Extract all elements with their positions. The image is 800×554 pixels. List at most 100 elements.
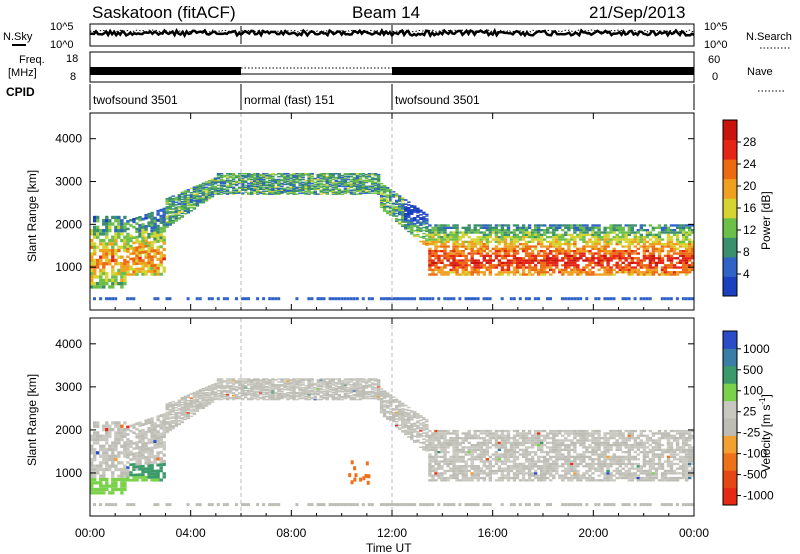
power-cell <box>316 179 320 182</box>
power-cell <box>310 173 314 175</box>
power-cell <box>337 175 341 178</box>
velocity-cell <box>241 380 245 382</box>
power-cell <box>606 238 610 241</box>
velocity-cell <box>352 391 357 393</box>
velocity-cell <box>295 392 299 395</box>
velocity-cell <box>135 478 139 482</box>
power-cell <box>325 186 329 189</box>
power-cell <box>159 236 163 240</box>
power-cell <box>624 224 628 227</box>
power-cell <box>195 205 200 207</box>
power-cell <box>537 271 541 274</box>
power-cell <box>253 183 257 186</box>
power-cell <box>552 238 556 241</box>
velocity-cell <box>99 474 103 478</box>
velocity-cell <box>334 393 338 396</box>
power-cell <box>651 250 656 253</box>
power-cell <box>150 223 154 227</box>
velocity-cell <box>213 391 218 393</box>
power-cell <box>518 226 523 229</box>
power-cell <box>585 257 589 260</box>
power-cell <box>434 247 438 250</box>
velocity-cell <box>316 381 320 383</box>
velocity-cell <box>295 394 299 397</box>
power-cell <box>162 247 166 251</box>
power-cell <box>180 216 184 218</box>
power-cell <box>198 202 203 204</box>
power-cell <box>189 204 194 207</box>
power-cell <box>340 193 345 195</box>
power-cell <box>675 271 680 274</box>
velocity-cell <box>156 424 160 428</box>
velocity-cell <box>159 426 163 430</box>
velocity-cell <box>102 484 106 488</box>
power-cell <box>612 297 616 301</box>
velocity-cell <box>355 503 359 507</box>
power-colorbar-label: Power [dB] <box>759 191 773 250</box>
power-cell <box>624 236 628 239</box>
velocity-cell <box>337 390 341 392</box>
power-cell <box>446 259 450 262</box>
power-cell <box>162 235 166 239</box>
velocity-cell <box>150 431 154 435</box>
velocity-cell <box>93 487 97 492</box>
power-cell <box>606 252 610 255</box>
velocity-cell <box>268 389 272 391</box>
velocity-cell <box>90 461 94 465</box>
power-cell <box>301 173 305 175</box>
power-cell <box>331 178 335 181</box>
power-cell <box>241 183 245 186</box>
velocity-cell <box>93 467 97 472</box>
power-cell <box>606 273 610 276</box>
power-cell <box>440 231 444 234</box>
velocity-cell <box>150 426 154 429</box>
power-cell <box>156 257 160 261</box>
velocity-cell <box>280 388 284 390</box>
power-cell <box>216 184 221 187</box>
power-cell <box>573 224 577 227</box>
velocity-cell <box>171 416 175 418</box>
power-cell <box>268 174 272 177</box>
power-cell <box>500 231 505 234</box>
velocity-cell <box>192 405 197 407</box>
power-cell <box>198 297 202 301</box>
power-cell <box>654 240 659 243</box>
velocity-cell <box>153 446 157 449</box>
velocity-cell <box>180 398 184 400</box>
velocity-cell <box>247 390 251 392</box>
power-cell <box>144 242 148 245</box>
power-cell <box>244 174 248 177</box>
velocity-cell <box>277 398 281 401</box>
power-cell <box>90 285 94 289</box>
velocity-cell <box>295 386 299 388</box>
power-cell <box>636 229 640 232</box>
velocity-cell <box>147 475 151 479</box>
velocity-cell <box>126 503 130 507</box>
power-cell <box>141 237 145 240</box>
velocity-cell <box>277 387 281 389</box>
power-cell <box>168 200 172 203</box>
velocity-cell <box>280 395 284 398</box>
velocity-cell <box>135 454 139 458</box>
power-cell <box>464 254 468 257</box>
power-cell <box>238 177 242 180</box>
velocity-cell <box>310 397 314 400</box>
velocity-cell <box>132 447 136 450</box>
power-cell <box>428 250 432 253</box>
cpid-segment-label: normal (fast) 151 <box>244 93 335 107</box>
power-cell <box>135 262 139 266</box>
power-cell <box>419 228 423 231</box>
power-cell <box>153 255 157 259</box>
velocity-cell <box>162 472 166 476</box>
velocity-cell <box>349 398 354 401</box>
velocity-cell <box>349 389 354 391</box>
power-cell <box>117 229 121 233</box>
velocity-cell <box>361 388 366 390</box>
power-cell <box>476 261 480 264</box>
power-cell <box>482 245 486 248</box>
power-cell <box>524 297 528 301</box>
power-cell <box>422 216 426 218</box>
power-cell <box>328 189 332 191</box>
power-cell <box>271 187 275 190</box>
power-cell <box>476 224 480 227</box>
